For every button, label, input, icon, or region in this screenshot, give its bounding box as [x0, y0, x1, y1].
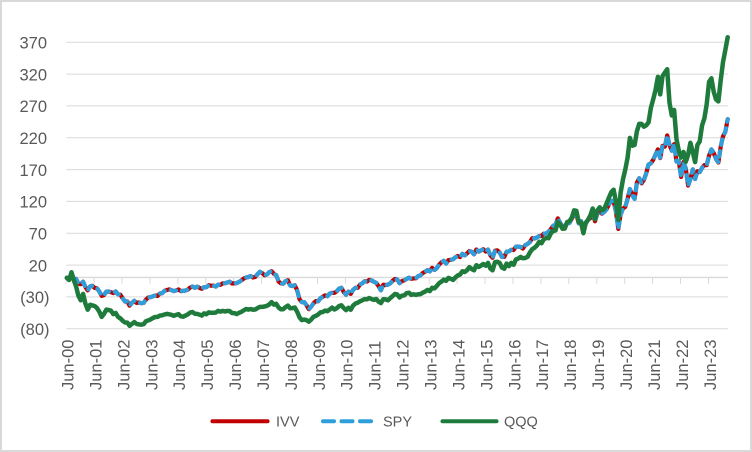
svg-text:(30): (30): [20, 289, 49, 307]
svg-text:Jun-05: Jun-05: [199, 340, 217, 390]
svg-text:Jun-03: Jun-03: [143, 340, 161, 390]
svg-text:370: 370: [19, 35, 47, 53]
svg-text:Jun-23: Jun-23: [702, 340, 720, 390]
svg-text:70: 70: [29, 225, 47, 243]
svg-text:Jun-11: Jun-11: [367, 341, 385, 390]
svg-text:270: 270: [19, 98, 47, 116]
svg-text:Jun-21: Jun-21: [646, 340, 664, 390]
svg-text:Jun-22: Jun-22: [674, 340, 692, 390]
svg-text:Jun-19: Jun-19: [590, 340, 608, 390]
svg-text:QQQ: QQQ: [504, 415, 538, 431]
svg-text:Jun-18: Jun-18: [562, 340, 580, 390]
svg-text:220: 220: [19, 130, 47, 148]
svg-text:IVV: IVV: [276, 415, 300, 431]
svg-text:Jun-15: Jun-15: [478, 340, 496, 390]
svg-text:Jun-02: Jun-02: [115, 340, 133, 390]
svg-text:Jun-01: Jun-01: [87, 340, 105, 390]
svg-text:320: 320: [19, 66, 47, 84]
svg-text:Jun-09: Jun-09: [311, 340, 329, 390]
svg-text:Jun-10: Jun-10: [339, 340, 357, 390]
svg-text:Jun-00: Jun-00: [60, 340, 78, 390]
svg-text:Jun-20: Jun-20: [618, 340, 636, 390]
svg-text:20: 20: [29, 257, 47, 275]
svg-text:Jun-16: Jun-16: [506, 340, 524, 390]
svg-text:170: 170: [19, 162, 47, 180]
svg-text:Jun-14: Jun-14: [450, 340, 468, 390]
svg-text:Jun-08: Jun-08: [283, 340, 301, 390]
svg-text:120: 120: [19, 194, 47, 212]
svg-text:Jun-07: Jun-07: [255, 340, 273, 390]
svg-text:SPY: SPY: [383, 415, 412, 431]
svg-text:Jun-13: Jun-13: [423, 340, 441, 390]
svg-text:Jun-06: Jun-06: [227, 340, 245, 390]
svg-text:(80): (80): [20, 321, 49, 339]
svg-text:Jun-04: Jun-04: [171, 340, 189, 390]
svg-text:Jun-12: Jun-12: [395, 340, 413, 390]
svg-text:Jun-17: Jun-17: [534, 340, 552, 390]
